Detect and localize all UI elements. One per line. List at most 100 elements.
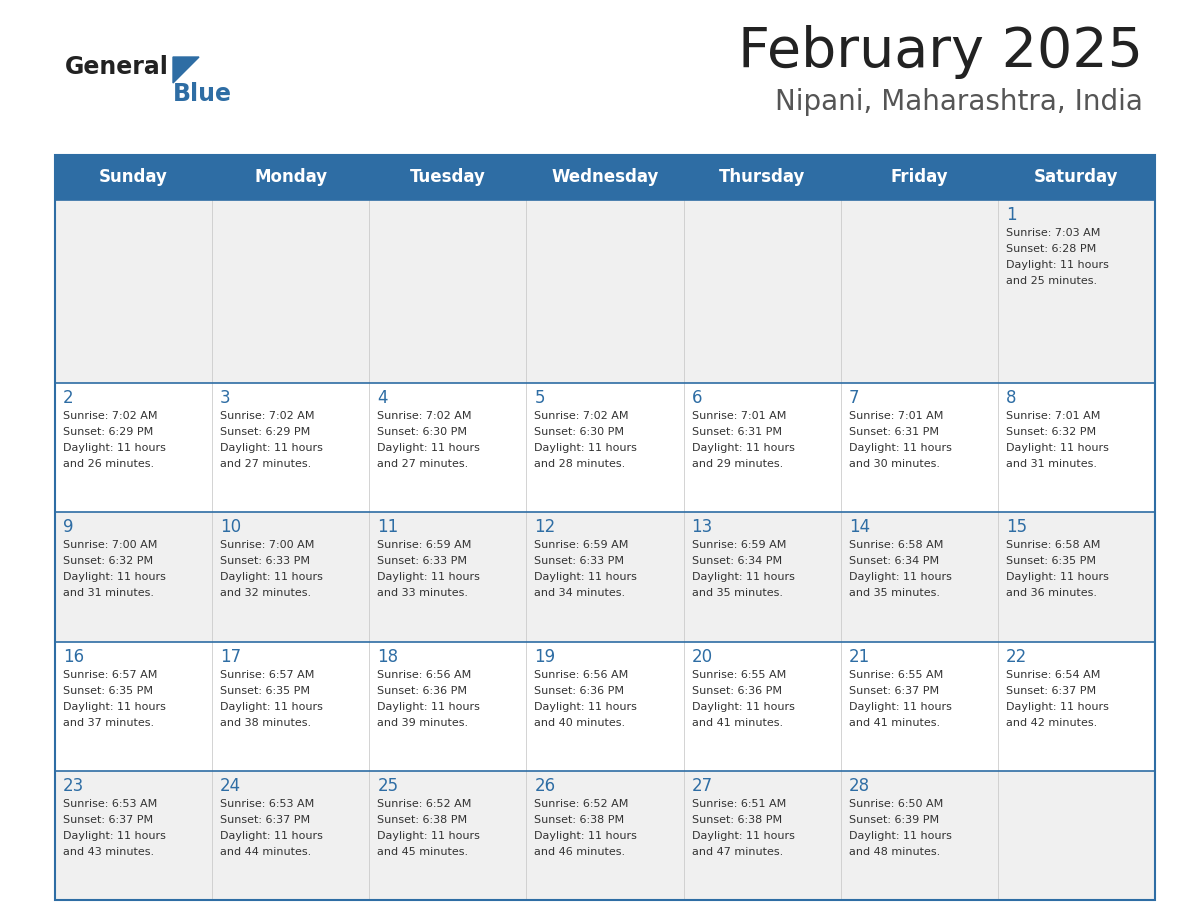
Text: 23: 23 bbox=[63, 777, 84, 795]
Text: Daylight: 11 hours: Daylight: 11 hours bbox=[848, 701, 952, 711]
Text: Sunset: 6:32 PM: Sunset: 6:32 PM bbox=[63, 556, 153, 566]
Text: Sunrise: 6:59 AM: Sunrise: 6:59 AM bbox=[535, 541, 628, 550]
Text: Sunrise: 7:02 AM: Sunrise: 7:02 AM bbox=[378, 411, 472, 421]
Text: and 29 minutes.: and 29 minutes. bbox=[691, 459, 783, 469]
Text: Sunset: 6:30 PM: Sunset: 6:30 PM bbox=[535, 427, 625, 437]
Text: 18: 18 bbox=[378, 647, 398, 666]
Text: Sunrise: 6:58 AM: Sunrise: 6:58 AM bbox=[1006, 541, 1100, 550]
Text: and 28 minutes.: and 28 minutes. bbox=[535, 459, 626, 469]
Text: Sunset: 6:36 PM: Sunset: 6:36 PM bbox=[691, 686, 782, 696]
Text: 21: 21 bbox=[848, 647, 870, 666]
Text: Sunset: 6:35 PM: Sunset: 6:35 PM bbox=[220, 686, 310, 696]
Text: Daylight: 11 hours: Daylight: 11 hours bbox=[535, 443, 637, 453]
Text: 10: 10 bbox=[220, 519, 241, 536]
Text: Wednesday: Wednesday bbox=[551, 169, 658, 186]
Text: and 41 minutes.: and 41 minutes. bbox=[691, 718, 783, 727]
Text: Daylight: 11 hours: Daylight: 11 hours bbox=[220, 572, 323, 582]
Text: Sunrise: 6:51 AM: Sunrise: 6:51 AM bbox=[691, 799, 785, 809]
Text: 22: 22 bbox=[1006, 647, 1028, 666]
Text: Sunset: 6:38 PM: Sunset: 6:38 PM bbox=[535, 815, 625, 824]
Text: Sunset: 6:36 PM: Sunset: 6:36 PM bbox=[535, 686, 625, 696]
Text: and 35 minutes.: and 35 minutes. bbox=[691, 588, 783, 599]
Text: Sunset: 6:29 PM: Sunset: 6:29 PM bbox=[220, 427, 310, 437]
Text: 3: 3 bbox=[220, 389, 230, 407]
Text: Daylight: 11 hours: Daylight: 11 hours bbox=[63, 443, 166, 453]
Text: Sunrise: 6:59 AM: Sunrise: 6:59 AM bbox=[691, 541, 786, 550]
Text: Sunset: 6:30 PM: Sunset: 6:30 PM bbox=[378, 427, 467, 437]
Text: Daylight: 11 hours: Daylight: 11 hours bbox=[1006, 443, 1108, 453]
Text: 26: 26 bbox=[535, 777, 556, 795]
Text: Sunrise: 6:52 AM: Sunrise: 6:52 AM bbox=[378, 799, 472, 809]
Text: Sunset: 6:36 PM: Sunset: 6:36 PM bbox=[378, 686, 467, 696]
Text: 9: 9 bbox=[63, 519, 74, 536]
Text: Sunset: 6:34 PM: Sunset: 6:34 PM bbox=[691, 556, 782, 566]
Text: Daylight: 11 hours: Daylight: 11 hours bbox=[63, 701, 166, 711]
Text: Saturday: Saturday bbox=[1035, 169, 1119, 186]
Text: Sunset: 6:28 PM: Sunset: 6:28 PM bbox=[1006, 244, 1097, 254]
Bar bbox=[55, 512, 1155, 642]
Text: Sunrise: 6:57 AM: Sunrise: 6:57 AM bbox=[63, 669, 157, 679]
Text: Nipani, Maharashtra, India: Nipani, Maharashtra, India bbox=[775, 88, 1143, 116]
Text: Sunset: 6:38 PM: Sunset: 6:38 PM bbox=[378, 815, 467, 824]
Text: 17: 17 bbox=[220, 647, 241, 666]
Text: Sunset: 6:35 PM: Sunset: 6:35 PM bbox=[63, 686, 153, 696]
Text: and 27 minutes.: and 27 minutes. bbox=[378, 459, 468, 469]
Text: Daylight: 11 hours: Daylight: 11 hours bbox=[220, 701, 323, 711]
Text: Sunset: 6:32 PM: Sunset: 6:32 PM bbox=[1006, 427, 1097, 437]
Bar bbox=[55, 771, 1155, 900]
Text: Sunrise: 6:57 AM: Sunrise: 6:57 AM bbox=[220, 669, 315, 679]
Text: February 2025: February 2025 bbox=[738, 25, 1143, 79]
Text: Sunrise: 6:59 AM: Sunrise: 6:59 AM bbox=[378, 541, 472, 550]
Text: Sunset: 6:37 PM: Sunset: 6:37 PM bbox=[1006, 686, 1097, 696]
Text: Daylight: 11 hours: Daylight: 11 hours bbox=[378, 701, 480, 711]
Text: and 42 minutes.: and 42 minutes. bbox=[1006, 718, 1097, 727]
Text: and 48 minutes.: and 48 minutes. bbox=[848, 846, 940, 856]
Text: Sunrise: 6:53 AM: Sunrise: 6:53 AM bbox=[63, 799, 157, 809]
Text: Sunrise: 7:00 AM: Sunrise: 7:00 AM bbox=[220, 541, 315, 550]
Text: Sunset: 6:38 PM: Sunset: 6:38 PM bbox=[691, 815, 782, 824]
Text: Sunrise: 6:55 AM: Sunrise: 6:55 AM bbox=[848, 669, 943, 679]
Text: and 47 minutes.: and 47 minutes. bbox=[691, 846, 783, 856]
Text: 14: 14 bbox=[848, 519, 870, 536]
Text: Daylight: 11 hours: Daylight: 11 hours bbox=[535, 572, 637, 582]
Text: 1: 1 bbox=[1006, 206, 1017, 224]
Text: Sunrise: 7:02 AM: Sunrise: 7:02 AM bbox=[220, 411, 315, 421]
Text: and 37 minutes.: and 37 minutes. bbox=[63, 718, 154, 727]
Text: and 31 minutes.: and 31 minutes. bbox=[63, 588, 154, 599]
Text: Sunset: 6:33 PM: Sunset: 6:33 PM bbox=[378, 556, 467, 566]
Text: Daylight: 11 hours: Daylight: 11 hours bbox=[1006, 572, 1108, 582]
Text: and 41 minutes.: and 41 minutes. bbox=[848, 718, 940, 727]
Text: 24: 24 bbox=[220, 777, 241, 795]
Text: and 33 minutes.: and 33 minutes. bbox=[378, 588, 468, 599]
Text: 2: 2 bbox=[63, 389, 74, 407]
Text: Daylight: 11 hours: Daylight: 11 hours bbox=[691, 831, 795, 841]
Text: and 27 minutes.: and 27 minutes. bbox=[220, 459, 311, 469]
Text: Sunset: 6:37 PM: Sunset: 6:37 PM bbox=[220, 815, 310, 824]
Bar bbox=[55, 383, 1155, 512]
Text: Sunrise: 6:50 AM: Sunrise: 6:50 AM bbox=[848, 799, 943, 809]
Text: Tuesday: Tuesday bbox=[410, 169, 486, 186]
Text: and 32 minutes.: and 32 minutes. bbox=[220, 588, 311, 599]
Text: 12: 12 bbox=[535, 519, 556, 536]
Text: Sunrise: 7:01 AM: Sunrise: 7:01 AM bbox=[848, 411, 943, 421]
Text: Sunset: 6:33 PM: Sunset: 6:33 PM bbox=[220, 556, 310, 566]
Text: Daylight: 11 hours: Daylight: 11 hours bbox=[848, 443, 952, 453]
Text: and 45 minutes.: and 45 minutes. bbox=[378, 846, 468, 856]
Text: Daylight: 11 hours: Daylight: 11 hours bbox=[535, 701, 637, 711]
Text: Sunrise: 6:53 AM: Sunrise: 6:53 AM bbox=[220, 799, 315, 809]
Text: 25: 25 bbox=[378, 777, 398, 795]
Text: Sunrise: 6:56 AM: Sunrise: 6:56 AM bbox=[535, 669, 628, 679]
Bar bbox=[55, 155, 1155, 200]
Text: Sunrise: 6:55 AM: Sunrise: 6:55 AM bbox=[691, 669, 785, 679]
Text: 20: 20 bbox=[691, 647, 713, 666]
Text: Daylight: 11 hours: Daylight: 11 hours bbox=[63, 831, 166, 841]
Text: 28: 28 bbox=[848, 777, 870, 795]
Bar bbox=[55, 200, 1155, 383]
Text: Daylight: 11 hours: Daylight: 11 hours bbox=[220, 831, 323, 841]
Text: Sunrise: 6:58 AM: Sunrise: 6:58 AM bbox=[848, 541, 943, 550]
Text: and 46 minutes.: and 46 minutes. bbox=[535, 846, 626, 856]
Text: Sunrise: 6:56 AM: Sunrise: 6:56 AM bbox=[378, 669, 472, 679]
Text: Daylight: 11 hours: Daylight: 11 hours bbox=[848, 572, 952, 582]
Text: and 34 minutes.: and 34 minutes. bbox=[535, 588, 626, 599]
Text: Sunday: Sunday bbox=[99, 169, 168, 186]
